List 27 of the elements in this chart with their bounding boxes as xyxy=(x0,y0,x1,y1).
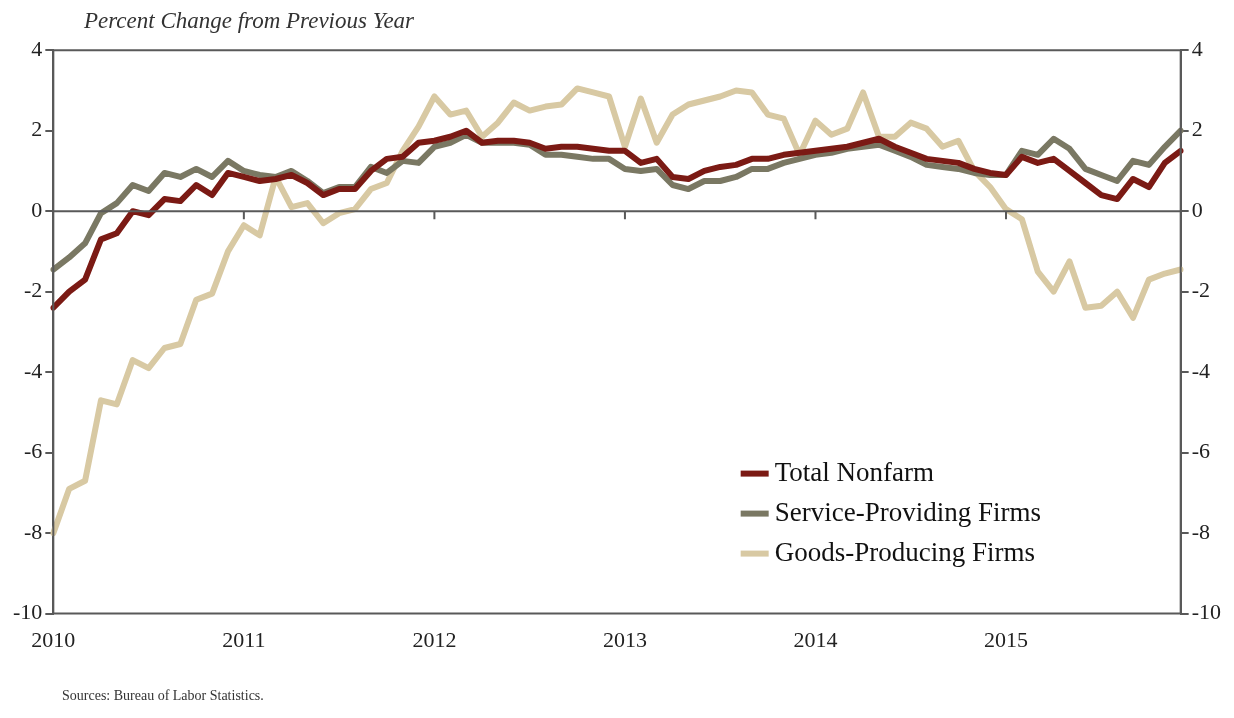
y-tick-label: -2 xyxy=(24,277,43,303)
source-note: Sources: Bureau of Labor Statistics. xyxy=(62,688,264,704)
legend-label: Service-Providing Firms xyxy=(774,496,1041,527)
y2-tick-label: -8 xyxy=(1191,518,1210,544)
x-tick-label: 2014 xyxy=(793,626,838,652)
y2-tick-label: -2 xyxy=(1191,277,1210,303)
y-tick-label: -8 xyxy=(24,518,43,544)
x-tick-label: 2015 xyxy=(984,626,1029,652)
chart-title: Percent Change from Previous Year xyxy=(84,8,415,34)
y-tick-label: 4 xyxy=(31,35,43,61)
y2-tick-label: 0 xyxy=(1191,196,1203,222)
legend-label: Goods-Producing Firms xyxy=(774,536,1035,567)
y2-tick-label: -10 xyxy=(1191,599,1221,625)
y-tick-label: -6 xyxy=(24,438,43,464)
y-tick-label: -10 xyxy=(13,599,43,625)
y2-tick-label: -6 xyxy=(1191,438,1210,464)
y2-tick-label: 2 xyxy=(1191,116,1203,142)
y2-tick-label: -4 xyxy=(1191,357,1210,383)
y-tick-label: 2 xyxy=(31,116,43,142)
y-tick-label: -4 xyxy=(24,357,43,383)
y-tick-label: 0 xyxy=(31,196,43,222)
x-tick-label: 2012 xyxy=(412,626,457,652)
legend-label: Total Nonfarm xyxy=(774,456,934,487)
x-tick-label: 2011 xyxy=(222,626,266,652)
x-tick-label: 2013 xyxy=(602,626,647,652)
y2-tick-label: 4 xyxy=(1191,35,1203,61)
x-tick-label: 2010 xyxy=(31,626,76,652)
